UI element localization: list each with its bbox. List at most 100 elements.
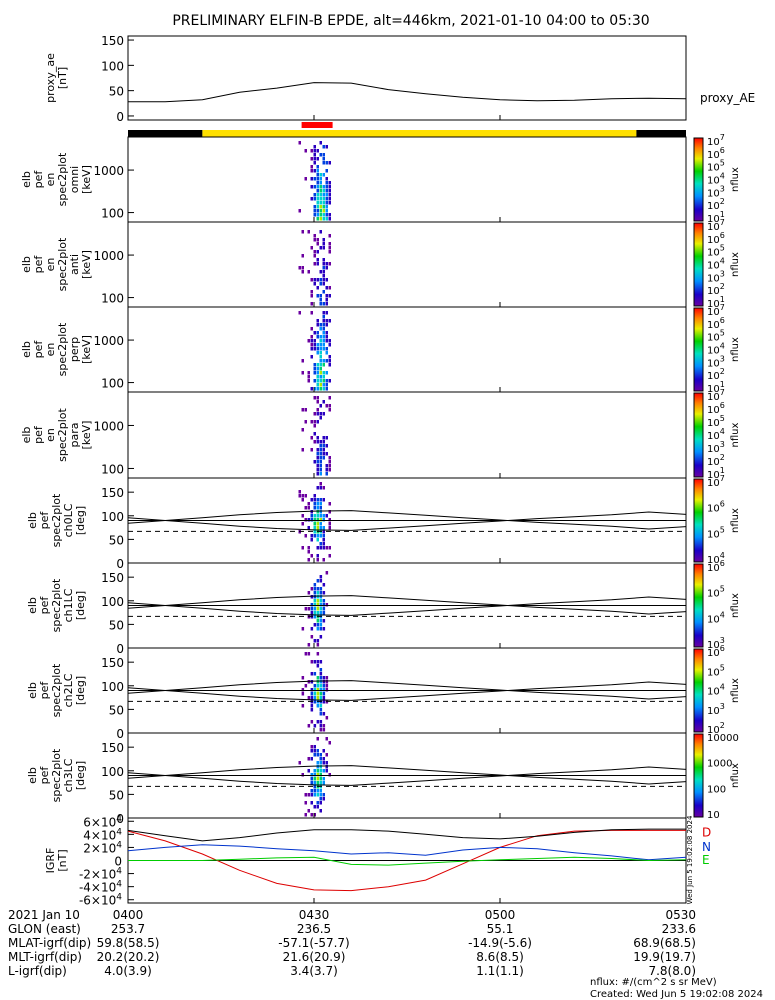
y-tick-mantissa: 2×10 — [83, 841, 116, 855]
colorbar-tick-label: 104 — [707, 551, 725, 566]
heat-cell — [304, 684, 308, 688]
heat-cell — [328, 546, 331, 550]
y-axis-label-line: pef — [32, 170, 45, 189]
heat-cell — [325, 185, 328, 189]
heat-cell — [325, 472, 328, 476]
heat-cell — [307, 506, 310, 510]
colorbar-tick-exponent: 1 — [720, 295, 725, 304]
heat-cell — [307, 607, 311, 611]
colorbar-tick-exponent: 4 — [720, 257, 725, 266]
heat-cell — [319, 801, 322, 805]
footer-row-value: 3.4(3.7) — [290, 964, 338, 978]
y-axis-label-line: elb — [20, 171, 33, 188]
heat-cell — [316, 193, 319, 197]
heat-cell — [316, 420, 319, 424]
heat-cell — [319, 448, 322, 452]
anti-loss-cone-line — [127, 596, 687, 616]
heat-cell — [313, 331, 316, 335]
heat-cell — [310, 436, 313, 440]
heat-cell — [304, 801, 307, 805]
colorbar-tick-mantissa: 10 — [707, 444, 720, 455]
heat-cell — [307, 371, 310, 375]
heat-cell — [316, 335, 319, 339]
heat-cell — [328, 197, 331, 201]
heat-cell — [310, 745, 313, 749]
y-axis-label-line: elb — [20, 341, 33, 358]
y-axis-label-line: ch1LC — [62, 588, 75, 622]
heat-cell — [313, 700, 317, 704]
heat-cell — [304, 149, 307, 153]
colorbar-tick-label: 103 — [707, 636, 725, 651]
heat-cell — [319, 542, 322, 546]
heat-cell — [316, 197, 319, 201]
footer-row-value: 236.5 — [297, 922, 331, 936]
heat-cell — [322, 383, 325, 387]
heat-cell — [310, 343, 313, 347]
heat-cell — [316, 367, 319, 371]
heat-cell — [322, 323, 325, 327]
colorbar-tick-exponent: 6 — [720, 559, 725, 568]
time-bar-segment — [128, 130, 203, 137]
heat-cell — [325, 444, 328, 448]
heat-cell — [313, 639, 317, 643]
heat-cell — [325, 319, 328, 323]
heat-cell — [304, 813, 307, 817]
heat-cell — [325, 311, 328, 315]
heat-cell — [328, 343, 331, 347]
heat-cell — [313, 161, 316, 165]
heat-cell — [316, 777, 319, 781]
heat-cell — [325, 262, 328, 266]
heat-cell — [313, 506, 316, 510]
heat-cell — [307, 724, 311, 728]
y-tick-exponent: 4 — [116, 814, 122, 824]
heat-cell — [298, 494, 301, 498]
heat-cell — [310, 290, 313, 294]
heat-cell — [328, 773, 331, 777]
colorbar-tick-label: 101 — [707, 295, 725, 310]
colorbar-tick-mantissa: 10 — [707, 188, 720, 199]
y-axis-label-line: elb — [26, 597, 39, 614]
heat-cell — [304, 408, 307, 412]
heat-cell — [328, 522, 331, 526]
heat-cell — [325, 197, 328, 201]
footer-row-value: 20.2(20.2) — [97, 950, 160, 964]
heat-cell — [325, 201, 328, 205]
heat-cell — [310, 720, 314, 724]
heat-cell — [316, 250, 319, 254]
y-tick-label: 100 — [101, 377, 124, 391]
heat-cell — [313, 749, 316, 753]
heat-cell — [316, 801, 319, 805]
y-axis-label-line: elb — [26, 512, 39, 529]
footer-row-value: 1.1(1.1) — [476, 964, 524, 978]
heat-cell — [328, 339, 331, 343]
heat-cell — [316, 379, 319, 383]
heat-cell — [322, 757, 325, 761]
y-tick-label: 100 — [101, 59, 124, 73]
heat-cell — [319, 773, 322, 777]
y-axis-label-line: ch3LC — [62, 758, 75, 792]
heat-cell — [298, 266, 301, 270]
y-axis-label-line: [deg] — [74, 761, 87, 790]
heat-cell — [316, 213, 319, 217]
heat-cell — [322, 375, 325, 379]
heat-cell — [325, 464, 328, 468]
heat-cell — [322, 343, 325, 347]
heat-cell — [313, 789, 316, 793]
heat-cell — [322, 302, 325, 306]
heat-cell — [325, 571, 329, 575]
heat-cell — [319, 270, 322, 274]
colorbar-tick-exponent: 7 — [720, 303, 725, 312]
heat-cell — [313, 518, 316, 522]
colorbar-tick-exponent: 3 — [720, 184, 725, 193]
y-axis-label-line: [deg] — [74, 676, 87, 705]
colorbar-tick-label: 102 — [707, 282, 725, 297]
heat-cell — [325, 452, 328, 456]
heat-cell — [322, 486, 325, 490]
colorbar — [693, 648, 704, 733]
heat-cell — [319, 688, 323, 692]
heat-cell — [322, 676, 326, 680]
heat-cell — [313, 534, 316, 538]
heat-cell — [313, 591, 317, 595]
